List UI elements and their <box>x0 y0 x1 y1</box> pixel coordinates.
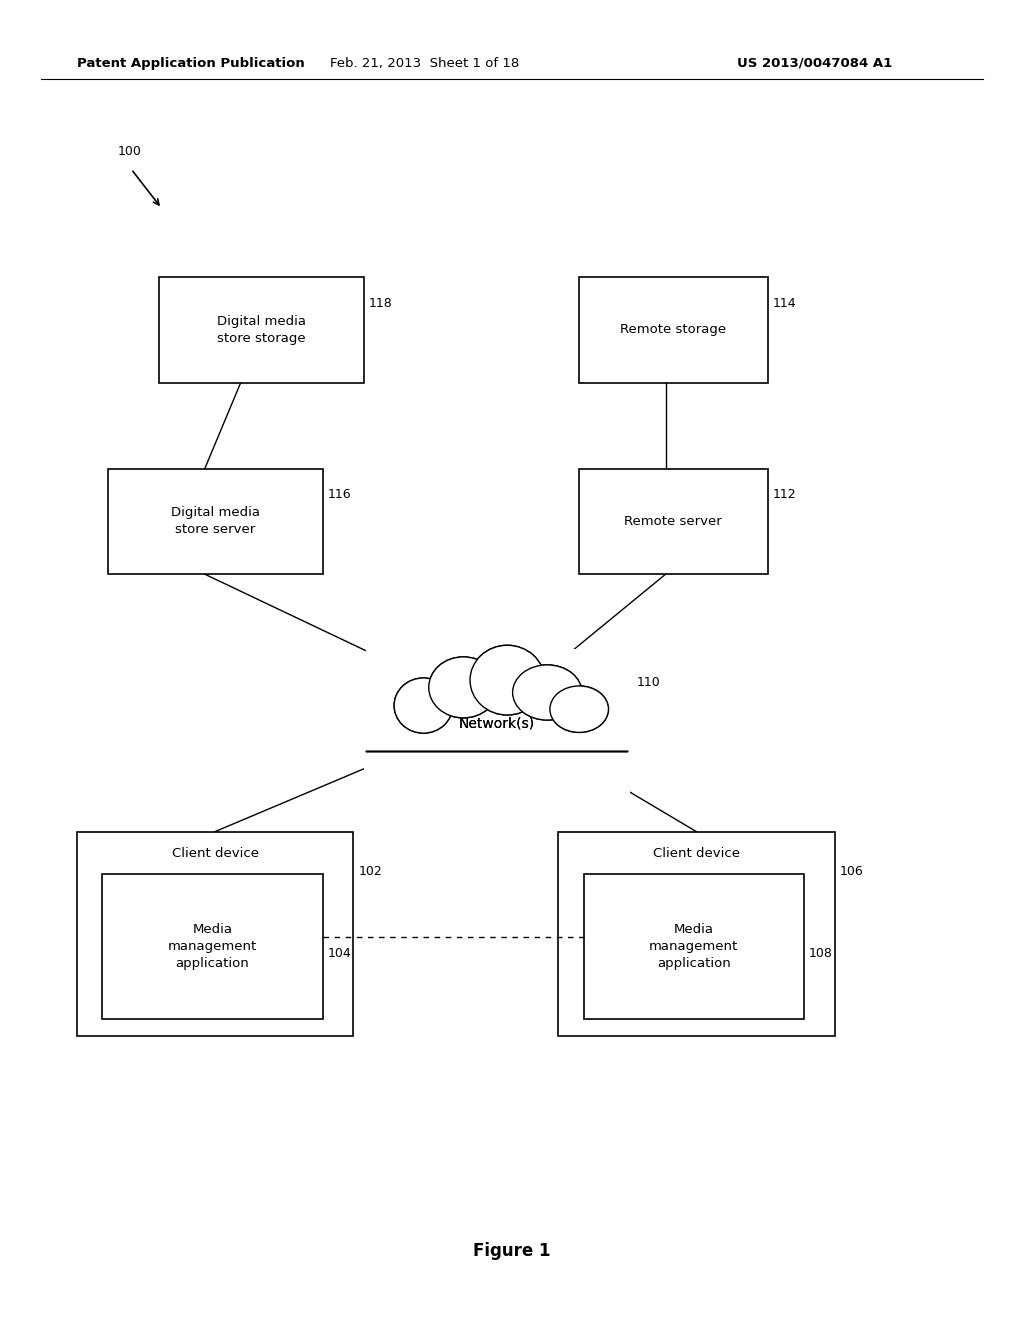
Ellipse shape <box>394 678 453 733</box>
FancyBboxPatch shape <box>102 874 323 1019</box>
Ellipse shape <box>429 657 498 718</box>
Ellipse shape <box>550 686 608 733</box>
Text: 102: 102 <box>358 865 382 878</box>
FancyBboxPatch shape <box>579 469 768 574</box>
Text: 106: 106 <box>840 865 863 878</box>
FancyBboxPatch shape <box>366 649 628 776</box>
Text: 104: 104 <box>328 946 351 960</box>
FancyBboxPatch shape <box>584 874 804 1019</box>
Text: 116: 116 <box>328 488 351 502</box>
Text: 114: 114 <box>773 297 797 310</box>
Ellipse shape <box>550 686 608 733</box>
Text: Digital media
store server: Digital media store server <box>171 507 259 536</box>
Ellipse shape <box>513 665 582 721</box>
Text: US 2013/0047084 A1: US 2013/0047084 A1 <box>737 57 893 70</box>
FancyBboxPatch shape <box>558 832 835 1036</box>
Ellipse shape <box>394 678 453 733</box>
Text: Network(s): Network(s) <box>459 717 535 730</box>
Text: Digital media
store storage: Digital media store storage <box>217 315 305 345</box>
Text: Feb. 21, 2013  Sheet 1 of 18: Feb. 21, 2013 Sheet 1 of 18 <box>331 57 519 70</box>
Text: Media
management
application: Media management application <box>168 923 257 970</box>
Ellipse shape <box>470 645 545 715</box>
FancyBboxPatch shape <box>159 277 364 383</box>
FancyBboxPatch shape <box>364 705 630 775</box>
FancyBboxPatch shape <box>364 746 630 792</box>
Text: Remote storage: Remote storage <box>621 323 726 337</box>
Text: 108: 108 <box>809 946 833 960</box>
Text: 100: 100 <box>118 145 141 158</box>
FancyBboxPatch shape <box>77 832 353 1036</box>
Text: 112: 112 <box>773 488 797 502</box>
Text: Client device: Client device <box>653 847 739 861</box>
Text: 118: 118 <box>369 297 392 310</box>
Text: Client device: Client device <box>172 847 258 861</box>
Ellipse shape <box>470 645 545 715</box>
FancyBboxPatch shape <box>579 277 768 383</box>
FancyBboxPatch shape <box>364 746 630 792</box>
Text: Patent Application Publication: Patent Application Publication <box>77 57 304 70</box>
Text: Remote server: Remote server <box>625 515 722 528</box>
Text: Network(s): Network(s) <box>459 717 535 730</box>
Text: Figure 1: Figure 1 <box>473 1242 551 1261</box>
Text: 110: 110 <box>637 676 660 689</box>
Ellipse shape <box>513 665 582 721</box>
Ellipse shape <box>429 657 498 718</box>
FancyBboxPatch shape <box>108 469 323 574</box>
FancyBboxPatch shape <box>364 705 630 775</box>
Text: Media
management
application: Media management application <box>649 923 738 970</box>
